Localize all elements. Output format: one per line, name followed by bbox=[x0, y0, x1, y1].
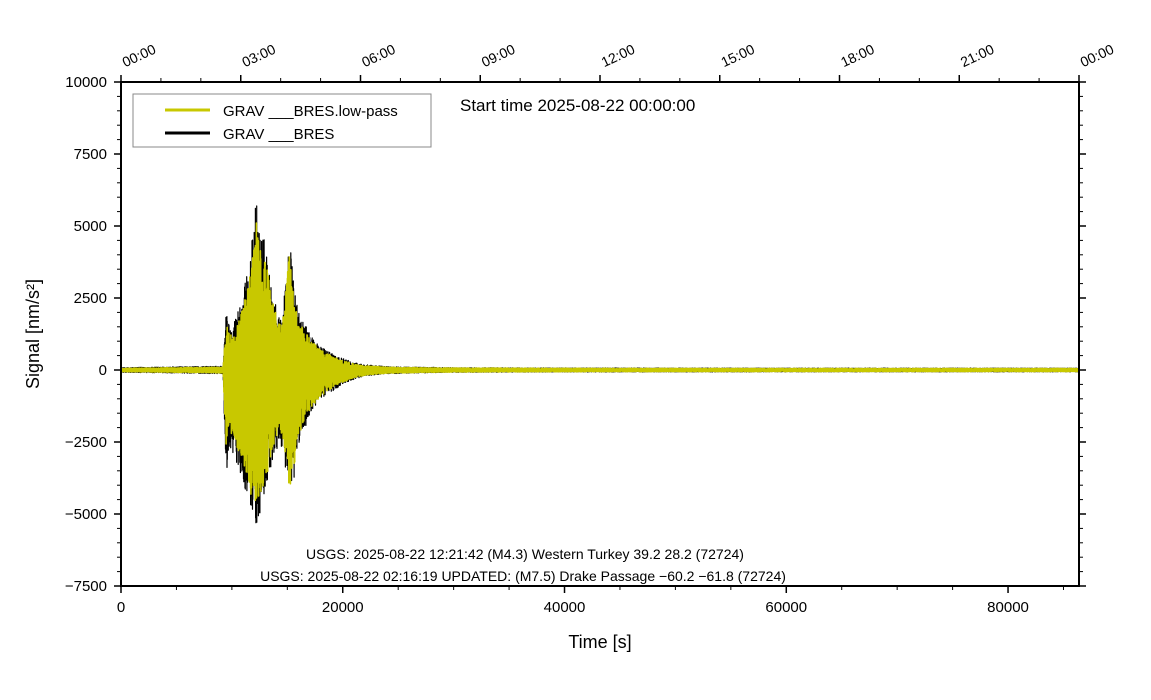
y-tick-label: 5000 bbox=[74, 218, 107, 235]
top-tick-label: 06:00 bbox=[359, 41, 398, 70]
y-tick-label: 7500 bbox=[74, 146, 107, 163]
y-tick-label: −7500 bbox=[65, 578, 107, 595]
x-axis-label: Time [s] bbox=[568, 632, 631, 652]
top-tick-label: 18:00 bbox=[838, 41, 877, 70]
plot-frame bbox=[120, 81, 1080, 587]
y-tick-label: 10000 bbox=[65, 74, 107, 91]
start-time-label: Start time 2025-08-22 00:00:00 bbox=[460, 96, 695, 115]
y-axis-label: Signal [nm/s²] bbox=[23, 279, 43, 389]
y-tick-label: −2500 bbox=[65, 434, 107, 451]
legend-label-lowpass: GRAV ___BRES.low-pass bbox=[223, 103, 398, 120]
top-tick-label: 09:00 bbox=[479, 41, 518, 70]
x-tick-label: 80000 bbox=[987, 599, 1029, 616]
legend: GRAV ___BRES.low-pass GRAV ___BRES bbox=[132, 93, 432, 148]
y-axis-ticks: −7500 −5000 −2500 0 2500 5000 7500 10000 bbox=[65, 74, 1086, 595]
top-time-axis: 00:00 03:00 06:00 09:00 12:00 15:00 18:00 21:00… bbox=[120, 41, 1117, 82]
y-tick-label: 2500 bbox=[74, 290, 107, 307]
x-tick-label: 0 bbox=[117, 599, 125, 616]
legend-box bbox=[132, 93, 432, 148]
top-tick-label: 00:00 bbox=[120, 41, 159, 70]
top-tick-label: 21:00 bbox=[958, 41, 997, 70]
x-tick-label: 40000 bbox=[544, 599, 586, 616]
top-tick-label: 00:00 bbox=[1078, 41, 1117, 70]
top-tick-label: 03:00 bbox=[239, 41, 278, 70]
series-layer bbox=[120, 205, 1080, 524]
y-tick-label: 0 bbox=[99, 362, 107, 379]
top-tick-label: 15:00 bbox=[718, 41, 757, 70]
x-tick-label: 60000 bbox=[765, 599, 807, 616]
series-lowpass-line bbox=[120, 222, 1080, 502]
x-tick-label: 20000 bbox=[322, 599, 364, 616]
top-tick-label: 12:00 bbox=[599, 41, 638, 70]
y-tick-label: −5000 bbox=[65, 506, 107, 523]
event-annotation-1: USGS: 2025-08-22 12:21:42 (M4.3) Western… bbox=[306, 546, 744, 562]
event-annotation-2: USGS: 2025-08-22 02:16:19 UPDATED: (M7.5… bbox=[260, 568, 786, 584]
legend-label-raw: GRAV ___BRES bbox=[223, 126, 334, 143]
x-axis-ticks: 0 20000 40000 60000 80000 bbox=[117, 586, 1064, 616]
